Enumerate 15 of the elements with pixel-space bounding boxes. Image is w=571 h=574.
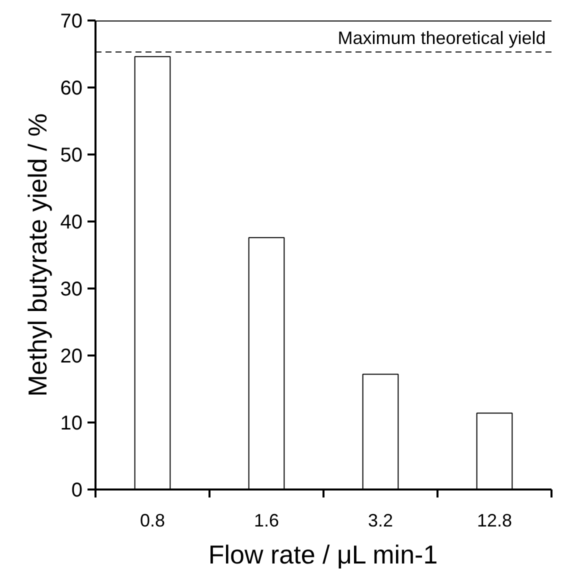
ref-line-label: Maximum theoretical yield bbox=[338, 28, 546, 48]
y-tick-label: 10 bbox=[60, 412, 83, 434]
y-tick-label: 60 bbox=[60, 78, 83, 100]
x-tick-label: 1.6 bbox=[254, 510, 280, 530]
y-tick-label: 20 bbox=[60, 346, 83, 368]
x-axis-title: Flow rate / μL min-1 bbox=[208, 540, 438, 570]
x-tick-label: 12.8 bbox=[476, 510, 512, 530]
x-tick-label: 0.8 bbox=[140, 510, 166, 530]
y-tick-label: 0 bbox=[71, 480, 82, 502]
x-tick-label: 3.2 bbox=[368, 510, 394, 530]
y-tick-label: 30 bbox=[60, 278, 83, 300]
y-axis-title: Methyl butyrate yield / % bbox=[22, 113, 52, 397]
y-tick-label: 70 bbox=[60, 10, 83, 32]
y-tick-label: 50 bbox=[60, 144, 83, 166]
y-tick-label: 40 bbox=[60, 212, 83, 234]
